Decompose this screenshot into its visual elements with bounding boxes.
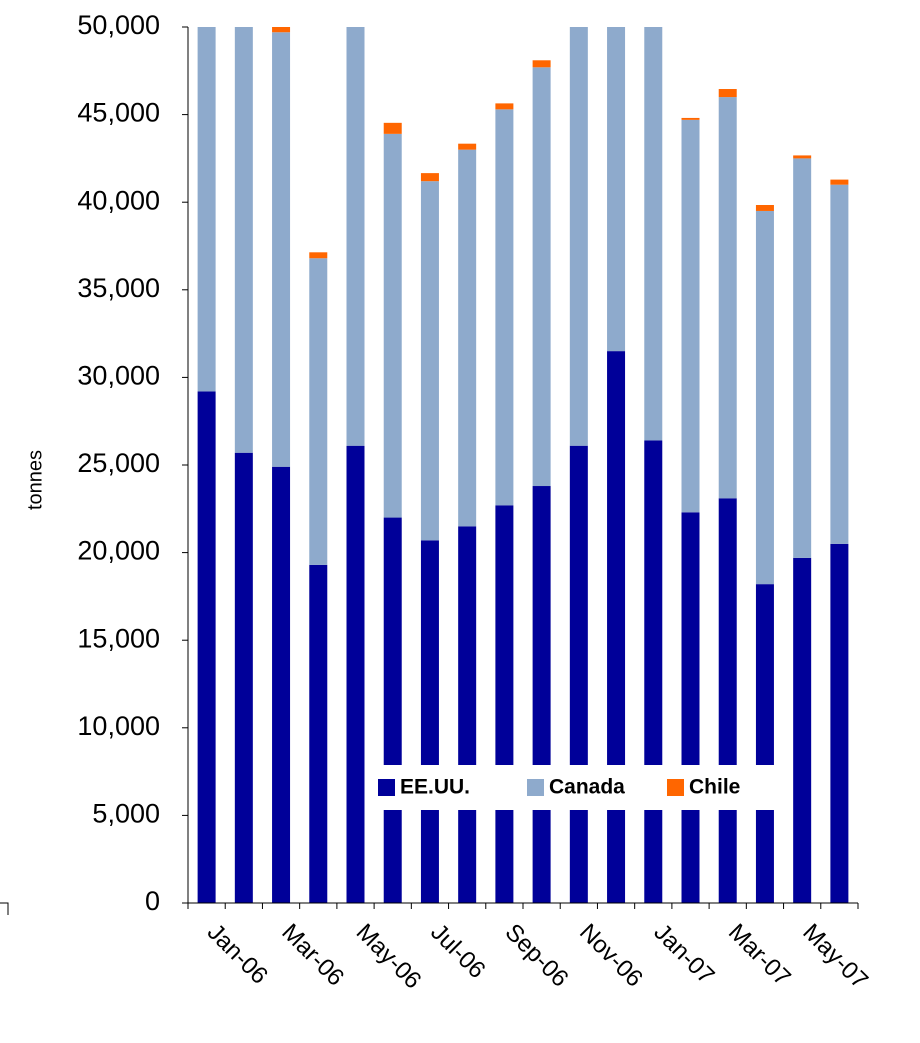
- bar-segment: [309, 564, 328, 903]
- bar-segment: [234, 452, 253, 903]
- bar-segment: [718, 498, 737, 903]
- legend-label: EE.UU.: [400, 776, 470, 799]
- bar-segment: [272, 27, 291, 33]
- bar-segment: [830, 179, 849, 185]
- bar-segment: [607, 27, 626, 352]
- bar-segment: [532, 60, 551, 68]
- bar-segment: [495, 109, 514, 506]
- bar-segment: [644, 27, 663, 441]
- bar-segment: [495, 505, 514, 903]
- legend-swatch: [667, 779, 684, 796]
- corner-mark: [0, 902, 9, 915]
- bar-segment: [272, 32, 291, 467]
- y-tick-label: 25,000: [77, 448, 160, 478]
- bar-segment: [532, 67, 551, 487]
- bar-segment: [197, 27, 216, 392]
- legend-label: Chile: [689, 776, 740, 799]
- bar-segment: [569, 27, 588, 446]
- bar-segment: [681, 512, 700, 903]
- y-tick-label: 35,000: [77, 273, 160, 303]
- legend-label: Canada: [549, 776, 625, 799]
- bar-segment: [755, 210, 774, 585]
- bar-segment: [458, 526, 477, 903]
- bar-segment: [420, 540, 439, 903]
- y-tick-label: 30,000: [77, 361, 160, 391]
- bar-segment: [346, 445, 365, 903]
- bar-segment: [793, 557, 812, 903]
- bar-segment: [755, 205, 774, 211]
- bar-segment: [681, 119, 700, 513]
- bar-segment: [383, 122, 402, 134]
- bar-segment: [607, 351, 626, 903]
- bar-segment: [197, 391, 216, 903]
- bar-segment: [793, 158, 812, 558]
- legend-swatch: [527, 779, 544, 796]
- bar-segment: [830, 543, 849, 903]
- y-tick-label: 40,000: [77, 185, 160, 215]
- y-tick-label: 10,000: [77, 711, 160, 741]
- bar-segment: [830, 184, 849, 544]
- bar-segment: [383, 517, 402, 903]
- legend-box: [370, 765, 780, 810]
- bar-segment: [532, 486, 551, 903]
- bar-segment: [718, 89, 737, 98]
- bar-segment: [681, 117, 700, 120]
- bar-segment: [346, 27, 365, 446]
- bar-segment: [383, 133, 402, 518]
- bar-segment: [755, 584, 774, 903]
- y-tick-label: 20,000: [77, 536, 160, 566]
- y-tick-label: 5,000: [92, 799, 160, 829]
- bar-segment: [644, 440, 663, 903]
- bar-segment: [309, 258, 328, 565]
- bar-segment: [420, 181, 439, 541]
- bar-segment: [420, 173, 439, 182]
- bar-segment: [793, 155, 812, 159]
- legend-swatch: [378, 779, 395, 796]
- bar-segment: [718, 97, 737, 499]
- y-tick-label: 45,000: [77, 98, 160, 128]
- bar-segment: [309, 252, 328, 259]
- bar-segment: [458, 143, 477, 150]
- y-tick-label: 15,000: [77, 623, 160, 653]
- bar-segment: [569, 445, 588, 903]
- bar-segment: [234, 27, 253, 453]
- bar-segment: [458, 149, 477, 527]
- y-tick-label: 50,000: [77, 10, 160, 40]
- y-tick-label: 0: [145, 886, 160, 916]
- bar-segment: [495, 103, 514, 110]
- bar-segment: [272, 466, 291, 903]
- y-axis-label: tonnes: [24, 450, 46, 510]
